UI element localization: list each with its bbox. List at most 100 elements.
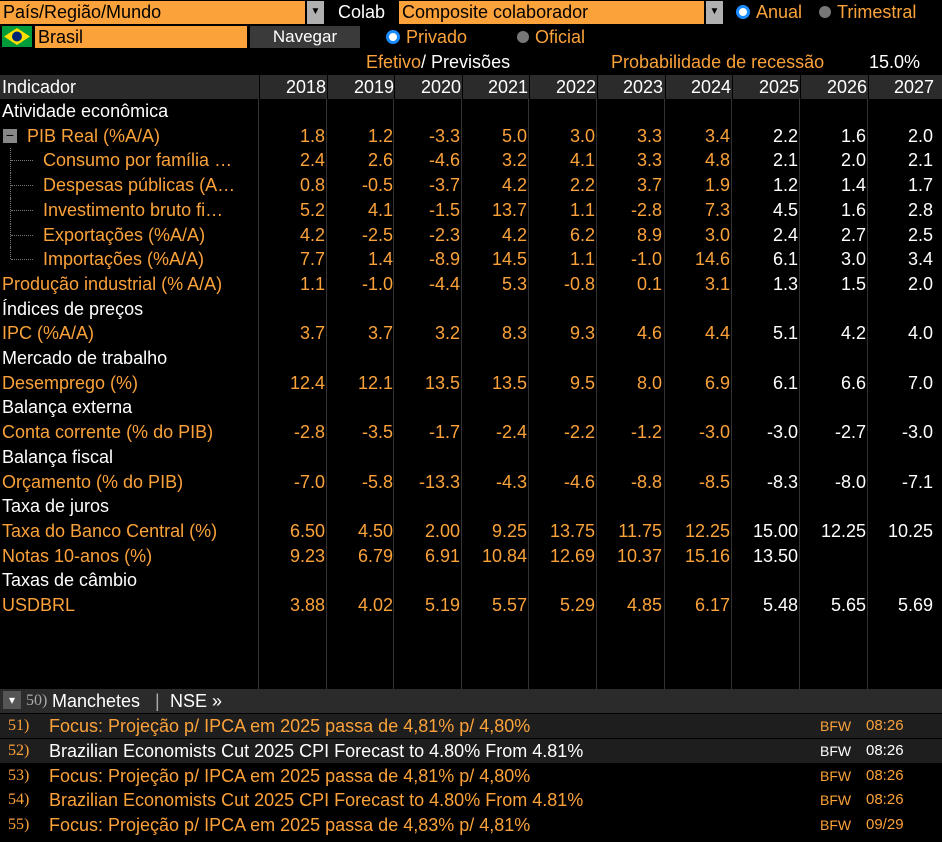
value-cell-2023[interactable]: -1.2 (630, 422, 662, 443)
value-cell-2020[interactable]: -3.7 (428, 175, 460, 196)
table-row[interactable]: Conta corrente (% do PIB) -2.8 -3.5 -1.7 -2.… (0, 420, 942, 445)
value-cell-2021[interactable]: 10.84 (481, 545, 527, 566)
value-cell-2026[interactable]: 12.25 (820, 520, 866, 541)
value-cell-2026[interactable]: 3.0 (840, 249, 866, 270)
value-cell-2020[interactable]: 2.00 (424, 520, 460, 541)
value-cell-2018[interactable]: 1.1 (299, 273, 325, 294)
value-cell-2024[interactable]: -8.5 (698, 471, 730, 492)
value-cell-2021[interactable]: 8.3 (501, 323, 527, 344)
navegar-button[interactable]: Navegar (250, 26, 360, 48)
value-cell-2022[interactable]: 5.29 (559, 595, 595, 615)
value-cell-2023[interactable]: 8.9 (636, 224, 662, 245)
value-cell-2018[interactable]: 4.2 (299, 224, 325, 245)
region-field[interactable]: País/Região/Mundo (0, 1, 305, 24)
value-cell-2026[interactable]: -8.0 (834, 471, 866, 492)
table-row[interactable]: Investimento bruto fi… 5.2 4.1 -1.5 13.7 1.1 -… (0, 197, 942, 223)
value-cell-2025[interactable]: 6.1 (772, 249, 798, 270)
value-cell-2026[interactable]: 5.65 (830, 595, 866, 615)
value-cell-2027[interactable]: 7.0 (907, 372, 933, 393)
value-cell-2023[interactable]: 3.3 (636, 150, 662, 171)
value-cell-2019[interactable]: 6.79 (357, 545, 393, 566)
value-cell-2025[interactable]: 5.1 (772, 323, 798, 344)
value-cell-2020[interactable]: -3.3 (428, 125, 460, 146)
value-cell-2026[interactable]: 2.7 (840, 224, 866, 245)
value-cell-2023[interactable]: -8.8 (630, 471, 662, 492)
value-cell-2019[interactable]: 1.2 (367, 125, 393, 146)
table-row[interactable]: Produção industrial (% A/A) 1.1 -1.0 -4.4 5.… (0, 272, 942, 297)
value-cell-2023[interactable]: 4.85 (626, 595, 662, 615)
value-cell-2020[interactable]: -4.6 (428, 150, 460, 171)
row-label[interactable]: Investimento bruto fi… (43, 199, 224, 220)
value-cell-2027[interactable]: 10.25 (887, 520, 933, 541)
news-item-headline[interactable]: Brazilian Economists Cut 2025 CPI Foreca… (49, 790, 584, 811)
value-cell-2025[interactable]: 6.1 (772, 372, 798, 393)
value-cell-2022[interactable]: -4.6 (563, 471, 595, 492)
row-label[interactable]: Desemprego (%) (2, 372, 139, 393)
trimestral-radio[interactable]: Trimestral (819, 1, 916, 24)
value-cell-2019[interactable]: 2.6 (367, 150, 393, 171)
value-cell-2025[interactable]: 13.50 (752, 545, 798, 566)
value-cell-2020[interactable]: -1.5 (428, 199, 460, 220)
news-source-link[interactable]: NSE » (170, 691, 223, 711)
value-cell-2023[interactable]: 4.6 (636, 323, 662, 344)
value-cell-2025[interactable]: 2.1 (772, 150, 798, 171)
value-cell-2021[interactable]: 4.2 (501, 175, 527, 196)
value-cell-2018[interactable]: 7.7 (299, 249, 325, 270)
value-cell-2027[interactable]: -3.0 (901, 422, 933, 443)
value-cell-2024[interactable]: 3.4 (704, 125, 730, 146)
oficial-radio[interactable]: Oficial (517, 26, 585, 48)
news-item[interactable]: 52) Brazilian Economists Cut 2025 CPI For… (0, 738, 942, 763)
value-cell-2024[interactable]: 3.1 (704, 273, 730, 294)
value-cell-2021[interactable]: 5.57 (491, 595, 527, 615)
value-cell-2018[interactable]: 2.4 (299, 150, 325, 171)
value-cell-2022[interactable]: 2.2 (569, 175, 595, 196)
row-label[interactable]: USDBRL (2, 595, 76, 615)
row-label[interactable]: IPC (%A/A) (2, 323, 95, 344)
value-cell-2027[interactable]: 2.0 (907, 125, 933, 146)
news-item-headline[interactable]: Focus: Projeção p/ IPCA em 2025 passa de… (49, 815, 531, 836)
value-cell-2026[interactable]: 4.2 (840, 323, 866, 344)
table-row[interactable]: Despesas públicas (A… 0.8 -0.5 -3.7 4.2 2.2 3.… (0, 173, 942, 198)
value-cell-2021[interactable]: 13.5 (491, 372, 527, 393)
value-cell-2025[interactable]: -3.0 (766, 422, 798, 443)
row-label[interactable]: Importações (%A/A) (43, 249, 205, 270)
value-cell-2019[interactable]: -1.0 (361, 273, 393, 294)
value-cell-2024[interactable]: 1.9 (704, 175, 730, 196)
value-cell-2018[interactable]: 1.8 (299, 125, 325, 146)
composite-field[interactable]: Composite colaborador (399, 1, 704, 24)
value-cell-2020[interactable]: -13.3 (418, 471, 460, 492)
value-cell-2024[interactable]: 15.16 (684, 545, 730, 566)
value-cell-2022[interactable]: 12.69 (549, 545, 595, 566)
news-item[interactable]: 51) Focus: Projeção p/ IPCA em 2025 passa… (0, 714, 942, 738)
value-cell-2018[interactable]: 3.88 (289, 595, 325, 615)
value-cell-2026[interactable]: -2.7 (834, 422, 866, 443)
value-cell-2022[interactable]: -0.8 (563, 273, 595, 294)
region-dropdown-icon[interactable]: ▼ (307, 1, 324, 24)
row-label[interactable]: PIB Real (%A/A) (27, 125, 161, 146)
value-cell-2019[interactable]: -0.5 (361, 175, 393, 196)
value-cell-2019[interactable]: 1.4 (367, 249, 393, 270)
value-cell-2022[interactable]: 13.75 (549, 520, 595, 541)
value-cell-2024[interactable]: 14.6 (694, 249, 730, 270)
value-cell-2025[interactable]: 15.00 (752, 520, 798, 541)
table-row[interactable]: − PIB Real (%A/A) 1.8 1.2 -3.3 5.0 3.0 3.3 3.4 2.… (0, 124, 942, 149)
row-label[interactable]: Taxa do Banco Central (%) (2, 520, 218, 541)
value-cell-2027[interactable]: 2.1 (907, 150, 933, 171)
value-cell-2023[interactable]: 3.7 (636, 175, 662, 196)
value-cell-2024[interactable]: 3.0 (704, 224, 730, 245)
country-field[interactable]: Brasil (35, 26, 247, 48)
table-row[interactable]: Exportações (%A/A) 4.2 -2.5 -2.3 4.2 6.2 8.9 3.… (0, 222, 942, 248)
news-item[interactable]: 54) Brazilian Economists Cut 2025 CPI For… (0, 788, 942, 813)
value-cell-2027[interactable]: 4.0 (907, 323, 933, 344)
row-label[interactable]: Conta corrente (% do PIB) (2, 422, 214, 443)
value-cell-2021[interactable]: 5.3 (501, 273, 527, 294)
value-cell-2027[interactable]: 1.7 (907, 175, 933, 196)
value-cell-2019[interactable]: -3.5 (361, 422, 393, 443)
value-cell-2022[interactable]: 9.3 (569, 323, 595, 344)
value-cell-2020[interactable]: 13.5 (424, 372, 460, 393)
table-row[interactable]: Consumo por família … 2.4 2.6 -4.6 3.2 4.1 3.3… (0, 148, 942, 174)
value-cell-2021[interactable]: -4.3 (495, 471, 527, 492)
value-cell-2023[interactable]: 8.0 (636, 372, 662, 393)
value-cell-2018[interactable]: 3.7 (299, 323, 325, 344)
value-cell-2018[interactable]: 6.50 (289, 520, 325, 541)
